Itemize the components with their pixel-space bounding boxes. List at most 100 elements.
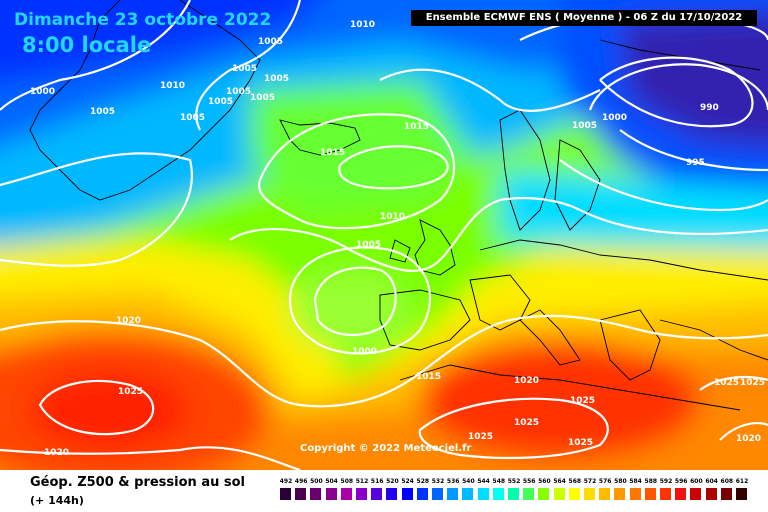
scale-tick-label: 600 (690, 478, 703, 485)
isobar-label: 1010 (380, 212, 405, 222)
scale-tick-label: 592 (659, 478, 673, 485)
scale-swatch (447, 488, 459, 500)
scale-swatch (325, 488, 337, 500)
scale-swatch (660, 488, 671, 500)
isobar-label: 1010 (160, 81, 185, 91)
scale-tick-label: 576 (598, 478, 612, 485)
isobar-label: 1005 (572, 121, 597, 131)
scale-tick-label: 588 (644, 478, 658, 485)
scale-tick-label: 560 (538, 478, 551, 485)
isobar-label: 1025 (570, 396, 595, 406)
scale-swatch (614, 488, 626, 500)
isobar-label: 1025 (514, 418, 539, 428)
scale-swatch (538, 488, 550, 500)
scale-tick-label: 608 (720, 478, 734, 485)
isobar-label: 1000 (352, 347, 377, 357)
isobar-label: 1015 (320, 148, 345, 158)
geopotential-map: 1010 1005 1005 1005 1005 1005 1005 1005 … (0, 0, 768, 470)
color-field (0, 0, 768, 470)
isobar-label: 1020 (736, 434, 761, 444)
isobar-label: 1005 (90, 107, 115, 117)
forecast-lead-time: (+ 144h) (30, 494, 84, 507)
isobar-label: 1005 (250, 93, 275, 103)
isobar-label: 1020 (116, 316, 141, 326)
forecast-date-title: Dimanche 23 octobre 2022 (14, 10, 272, 30)
scale-tick-label: 568 (568, 478, 582, 485)
scale-swatch (675, 488, 687, 500)
scale-tick-label: 528 (416, 478, 430, 485)
copyright-notice: Copyright © 2022 Meteociel.fr (300, 443, 472, 454)
isobar-label: 1000 (30, 87, 55, 97)
map-parameter-title: Géop. Z500 & pression au sol (30, 475, 245, 490)
scale-swatch (280, 488, 291, 500)
scale-tick-label: 504 (325, 478, 338, 485)
isobar-label: 1020 (44, 448, 69, 458)
model-run-info: Ensemble ECMWF ENS ( Moyenne ) - 06 Z du… (411, 10, 757, 26)
scale-tick-label: 572 (583, 478, 597, 485)
scale-swatch (492, 488, 504, 500)
scale-tick-label: 580 (614, 478, 627, 485)
scale-swatch (523, 488, 535, 500)
scale-tick-label: 532 (431, 478, 445, 485)
scale-swatch (462, 488, 474, 500)
isobar-label: 990 (700, 103, 719, 113)
isobar-label: 1000 (602, 113, 627, 123)
scale-swatch (736, 488, 747, 500)
scale-tick-label: 540 (462, 478, 475, 485)
isobar-label: 1015 (404, 122, 429, 132)
color-scale: 492 496 500 504 508 512 516 520 524 528 532 536 540 5… (280, 478, 754, 504)
isobar-label: 1020 (514, 376, 539, 386)
legend-footer: Géop. Z500 & pression au sol (+ 144h) 49… (0, 470, 768, 512)
scale-tick-label: 548 (492, 478, 506, 485)
scale-swatch (295, 488, 307, 500)
scale-swatch (432, 488, 443, 500)
scale-tick-label: 516 (370, 478, 384, 485)
scale-swatch (690, 488, 702, 500)
isobar-label: 1005 (258, 37, 283, 47)
scale-swatch (584, 488, 595, 500)
scale-tick-label: 556 (522, 478, 536, 485)
scale-tick-label: 584 (629, 478, 642, 485)
scale-swatch (508, 488, 519, 500)
scale-tick-label: 612 (735, 478, 749, 485)
scale-swatch (386, 488, 398, 500)
scale-tick-label: 492 (279, 478, 293, 485)
isobar-label: 1025 (118, 387, 143, 397)
isobar-label: 1005 (180, 113, 205, 123)
scale-swatch (356, 488, 367, 500)
scale-swatch (477, 488, 489, 500)
scale-tick-label: 508 (340, 478, 354, 485)
scale-tick-label: 496 (294, 478, 308, 485)
isobar-label: 1015 (416, 372, 441, 382)
isobar-label: 1010 (350, 20, 375, 30)
scale-swatch (553, 488, 565, 500)
scale-tick-label: 552 (507, 478, 521, 485)
isobar-label: 1025 (740, 378, 765, 388)
scale-swatch (629, 488, 641, 500)
isobar-value-labels: 1010 1005 1005 1005 1005 1005 1005 1005 … (30, 20, 765, 458)
scale-swatch (720, 488, 732, 500)
scale-swatch (705, 488, 717, 500)
forecast-time-title: 8:00 locale (22, 33, 152, 57)
isobar-label: 1005 (356, 240, 381, 250)
isobar-label: 1005 (208, 97, 233, 107)
scale-tick-label: 544 (477, 478, 490, 485)
isobar-label: 1005 (264, 74, 289, 84)
isobar-label: 1005 (232, 64, 257, 74)
scale-tick-label: 596 (674, 478, 688, 485)
scale-swatch (416, 488, 428, 500)
scale-tick-label: 604 (705, 478, 718, 485)
scale-tick-label: 500 (310, 478, 323, 485)
isobars (0, 0, 768, 470)
isobar-label: 995 (686, 158, 705, 168)
isobar-label: 1005 (226, 87, 251, 97)
isobar-label: 1025 (714, 378, 739, 388)
scale-tick-label: 520 (386, 478, 399, 485)
scale-swatch (371, 488, 383, 500)
scale-swatch (644, 488, 656, 500)
scale-swatch (340, 488, 352, 500)
scale-swatch (568, 488, 580, 500)
coastlines (29, 0, 768, 411)
scale-swatch (599, 488, 611, 500)
scale-tick-label: 512 (355, 478, 369, 485)
